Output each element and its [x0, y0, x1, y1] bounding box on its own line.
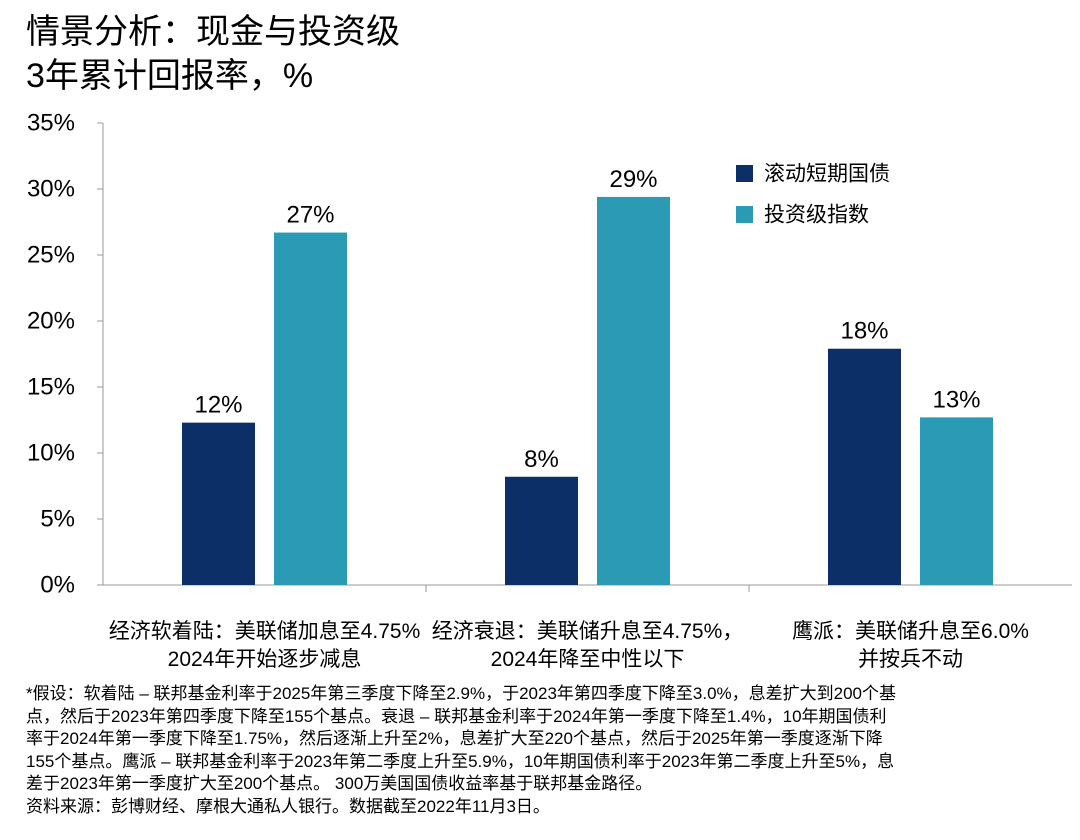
x-category-label: 并按兵不动 — [858, 648, 963, 671]
data-label: 18% — [840, 318, 888, 345]
chart-subtitle: 3年累计回报率，% — [26, 57, 314, 95]
bar — [828, 348, 901, 585]
footnotes: *假设：软着陆 – 联邦基金利率于2025年第三季度下降至2.9%，于2023年… — [26, 683, 1060, 818]
y-tick-label: 5% — [40, 506, 75, 533]
data-label: 13% — [932, 386, 980, 413]
y-tick-label: 25% — [27, 242, 75, 269]
y-tick-label: 20% — [27, 308, 75, 335]
chart-title: 情景分析：现金与投资级 — [26, 13, 400, 51]
y-tick-label: 10% — [27, 440, 75, 467]
legend-label: 滚动短期国债 — [764, 163, 890, 186]
x-category-label: 2024年降至中性以下 — [491, 648, 685, 671]
data-label: 27% — [286, 202, 334, 229]
bar-chart: 0% 5% 10% 15% 20% 25% 30% 35% 12% 27% 经济软着陆：美联储加息至… — [27, 110, 1072, 671]
x-category-label: 鹰派：美联储升息至6.0% — [792, 620, 1029, 643]
y-tick-label: 15% — [27, 374, 75, 401]
bar — [597, 196, 670, 586]
footnote-line: 差于2023年第一季度扩大至200个基点。 300万美国国债收益率基于联邦基金路… — [26, 774, 653, 793]
x-category-label: 经济衰退：美联储升息至4.75%， — [432, 620, 744, 643]
legend-swatch — [736, 165, 753, 182]
y-tick-label: 0% — [40, 572, 75, 599]
data-label: 12% — [194, 392, 242, 419]
data-label: 8% — [524, 446, 559, 473]
y-tick-label: 30% — [27, 176, 75, 203]
legend-label: 投资级指数 — [764, 204, 869, 227]
x-category-label: 2024年开始逐步减息 — [168, 648, 362, 671]
y-tick-label: 35% — [27, 110, 75, 137]
x-category-label: 经济软着陆：美联储加息至4.75% — [109, 620, 421, 643]
bar — [505, 476, 578, 585]
footnote-line: 率于2024年第一季度下降至1.75%，然后逐渐上升至2%，息差扩大至220个基… — [26, 729, 883, 748]
legend-swatch — [736, 206, 753, 223]
data-label: 29% — [609, 166, 657, 193]
footnote-source: 资料来源：彭博财经、摩根大通私人银行。数据截至2022年11月3日。 — [26, 796, 550, 816]
footnote-line: 155个基点。鹰派 – 联邦基金利率于2023年第二季度上升至5.9%，10年期… — [26, 751, 895, 771]
bar — [274, 232, 347, 585]
footnote-line: 点，然后于2023年第四季度下降至155个基点。衰退 – 联邦基金利率于2024… — [26, 706, 887, 726]
footnote-line: *假设：软着陆 – 联邦基金利率于2025年第三季度下降至2.9%，于2023年… — [26, 684, 897, 703]
bar — [920, 417, 993, 585]
bar — [182, 422, 255, 585]
